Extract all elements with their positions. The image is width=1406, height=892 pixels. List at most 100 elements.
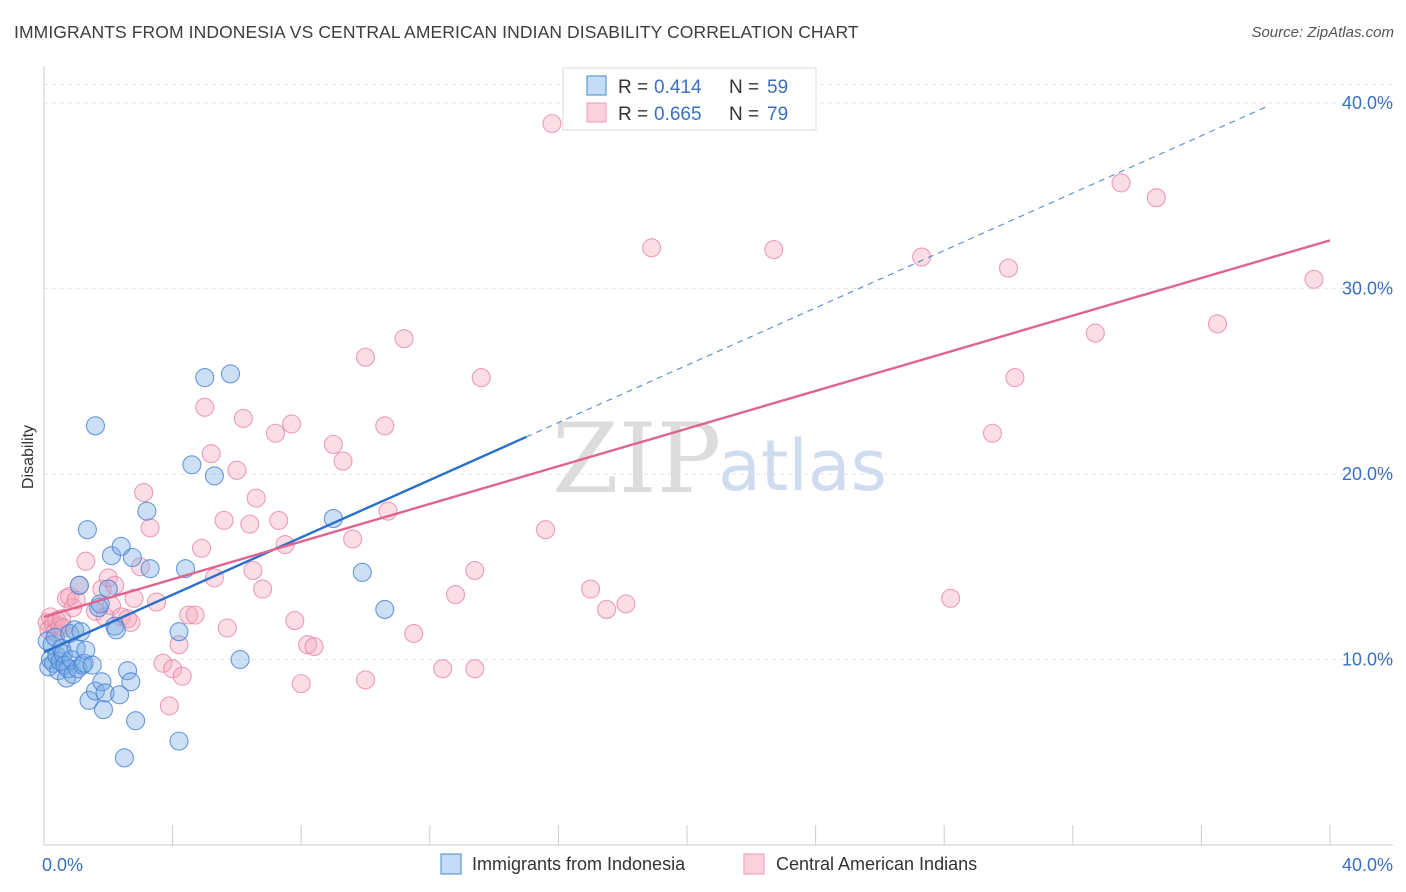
point-pink-40 bbox=[214, 510, 234, 530]
point-pink-77 bbox=[912, 247, 932, 267]
source-label: Source: ZipAtlas.com bbox=[1251, 24, 1394, 41]
legend-r-value-pink: 0.665 bbox=[654, 104, 702, 125]
axes bbox=[43, 66, 1393, 846]
point-pink-71 bbox=[542, 113, 562, 134]
point-blue-57 bbox=[352, 562, 372, 582]
point-pink-85 bbox=[1207, 314, 1228, 334]
point-blue-44 bbox=[126, 711, 146, 731]
point-blue-33 bbox=[95, 683, 115, 703]
point-pink-83 bbox=[1111, 173, 1131, 193]
point-pink-29 bbox=[153, 653, 173, 673]
point-blue-48 bbox=[169, 622, 189, 642]
legend-n-label-blue: N = bbox=[729, 77, 759, 98]
trend-line-blue bbox=[43, 435, 527, 654]
point-blue-50 bbox=[182, 455, 202, 475]
point-pink-84 bbox=[1146, 188, 1166, 208]
point-blue-46 bbox=[140, 559, 160, 579]
tick-labels: 10.0% 20.0% 30.0% 40.0% 0.0% 40.0% bbox=[42, 93, 1393, 875]
point-blue-26 bbox=[79, 690, 99, 710]
point-blue-32 bbox=[93, 700, 114, 720]
point-pink-56 bbox=[323, 434, 343, 454]
point-blue-45 bbox=[137, 501, 157, 521]
watermark-zip: ZIP bbox=[552, 403, 721, 515]
point-pink-30 bbox=[159, 696, 179, 716]
point-blue-43 bbox=[122, 547, 142, 568]
y-tick-label-3: 40.0% bbox=[1342, 93, 1393, 113]
legend-r-label-pink: R = bbox=[618, 104, 648, 125]
point-pink-54 bbox=[298, 635, 318, 655]
point-blue-54 bbox=[230, 649, 250, 670]
point-blue-52 bbox=[204, 466, 224, 486]
bottom-legend-swatch-blue bbox=[440, 853, 462, 875]
y-tick-label-0: 10.0% bbox=[1342, 650, 1393, 670]
point-pink-68 bbox=[465, 560, 485, 581]
point-blue-55 bbox=[85, 416, 105, 436]
point-blue-27 bbox=[82, 655, 102, 675]
point-blue-47 bbox=[169, 731, 189, 751]
y-axis-label: Disability bbox=[20, 425, 37, 489]
series-legend: Immigrants from Indonesia Central Americ… bbox=[440, 853, 977, 875]
point-pink-69 bbox=[471, 368, 491, 388]
legend-n-value-pink: 79 bbox=[767, 104, 788, 125]
point-pink-72 bbox=[580, 579, 601, 599]
point-pink-44 bbox=[240, 514, 260, 534]
legend-r-value-blue: 0.414 bbox=[654, 77, 702, 98]
point-pink-31 bbox=[163, 659, 183, 679]
point-pink-80 bbox=[998, 258, 1019, 278]
point-pink-65 bbox=[433, 659, 453, 679]
watermark-atlas: atlas bbox=[718, 425, 887, 507]
point-pink-41 bbox=[217, 618, 237, 638]
point-blue-31 bbox=[92, 672, 112, 692]
point-pink-82 bbox=[1085, 323, 1105, 343]
point-pink-58 bbox=[343, 529, 363, 549]
point-pink-55 bbox=[304, 636, 324, 657]
point-blue-28 bbox=[85, 681, 105, 701]
point-blue-58 bbox=[375, 599, 395, 619]
legend-r-label-blue: R = bbox=[618, 77, 648, 98]
legend-swatch-blue bbox=[586, 75, 607, 96]
legend-n-value-blue: 59 bbox=[767, 77, 788, 98]
point-blue-20 bbox=[69, 575, 89, 595]
point-pink-61 bbox=[375, 416, 395, 436]
point-pink-78 bbox=[941, 588, 961, 608]
point-pink-9 bbox=[56, 588, 77, 608]
series-central-american-indians bbox=[37, 113, 1324, 716]
point-blue-40 bbox=[114, 748, 134, 768]
point-pink-18 bbox=[98, 568, 118, 588]
point-pink-52 bbox=[285, 611, 305, 631]
point-pink-42 bbox=[227, 460, 247, 480]
point-pink-20 bbox=[105, 575, 125, 595]
point-pink-74 bbox=[616, 594, 636, 614]
point-blue-41 bbox=[118, 661, 138, 681]
point-pink-14 bbox=[76, 551, 96, 571]
point-blue-42 bbox=[121, 672, 141, 692]
legend-n-label-pink: N = bbox=[729, 104, 759, 125]
bottom-legend-label-pink: Central American Indians bbox=[776, 854, 977, 874]
point-pink-60 bbox=[355, 670, 376, 690]
point-pink-48 bbox=[265, 423, 286, 443]
point-pink-12 bbox=[66, 590, 86, 610]
legend-swatch-pink bbox=[586, 102, 607, 123]
point-pink-73 bbox=[597, 599, 617, 619]
point-pink-16 bbox=[92, 579, 112, 599]
point-pink-59 bbox=[355, 347, 376, 367]
point-pink-57 bbox=[333, 451, 353, 471]
point-pink-43 bbox=[233, 408, 253, 428]
point-pink-34 bbox=[179, 605, 199, 625]
point-pink-51 bbox=[282, 414, 302, 434]
stats-legend: R = 0.414 N = 59 R = 0.665 N = 79 bbox=[562, 67, 817, 131]
y-tick-label-1: 20.0% bbox=[1342, 464, 1393, 484]
point-pink-63 bbox=[394, 329, 414, 349]
trend-line-blue-extension bbox=[526, 106, 1266, 438]
x-tick-label-0: 0.0% bbox=[42, 855, 83, 875]
y-tick-label-2: 30.0% bbox=[1342, 279, 1393, 299]
point-pink-47 bbox=[253, 579, 273, 599]
point-pink-46 bbox=[246, 488, 266, 508]
point-pink-79 bbox=[982, 423, 1002, 443]
point-pink-70 bbox=[535, 520, 556, 540]
point-pink-53 bbox=[291, 674, 311, 694]
point-pink-32 bbox=[169, 635, 189, 655]
bottom-legend-swatch-pink bbox=[743, 853, 765, 875]
point-pink-36 bbox=[191, 538, 212, 558]
point-pink-10 bbox=[60, 586, 80, 607]
